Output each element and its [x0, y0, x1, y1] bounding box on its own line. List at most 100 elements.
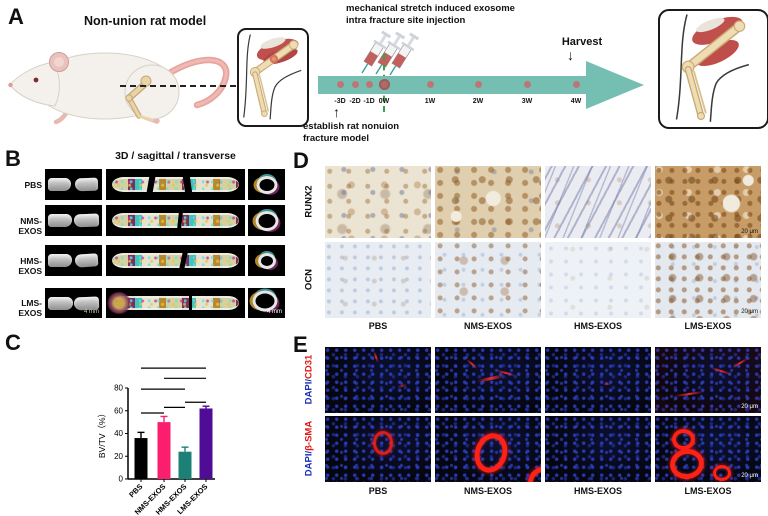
rat-body: [9, 52, 180, 120]
panel-c-label: C: [5, 330, 21, 355]
col-label-lms: LMS-EXOS: [684, 486, 732, 496]
group-label-hms: HMS-EXOS: [18, 256, 42, 276]
row-label-dapi-bsma: DAPI/β-SMA: [304, 416, 315, 482]
timepoint-label: 1W: [424, 98, 436, 105]
col-label-hms: HMS-EXOS: [573, 486, 622, 496]
harvest-label: Harvest: [561, 36, 603, 48]
bone-3d-left: [47, 254, 72, 268]
down-arrow-icon: ↓: [567, 47, 574, 63]
bone-3d-left: [47, 297, 74, 310]
ihc-runx2-nms: [435, 166, 541, 238]
bvtv-bar-chart: 020406080BV/TV（%）PBSNMS-EXOSHMS-EXOSLMS-…: [97, 367, 215, 515]
timepoint-label: -3D: [334, 98, 346, 105]
establish-note-line2: fracture model: [303, 133, 369, 144]
col-label-nms: NMS-EXOS: [463, 321, 512, 331]
injection-note-line2: intra fracture site injection: [346, 15, 466, 26]
timeline-dot: [572, 81, 580, 88]
timeline-dot: [336, 81, 344, 88]
microct-sagittal-image-hms: [106, 245, 245, 276]
syringe-icon: [389, 32, 420, 76]
microct-transverse-image-nms: [248, 205, 285, 236]
timeline-dot: [365, 81, 373, 88]
scale-bar: 20 μm: [741, 309, 758, 315]
tibia-bone: [684, 65, 707, 121]
timeline-dot: [378, 79, 390, 90]
microct-transverse-image-lms: 4 mm: [248, 288, 285, 318]
timepoint-label: -1D: [363, 98, 375, 105]
vessel-ring: [469, 428, 513, 477]
if-bsma-nms: [435, 416, 541, 482]
muscle: [695, 40, 739, 66]
bone-3d-right: [74, 177, 99, 192]
vessel-ring: [667, 446, 707, 482]
timepoint-label: -2D: [349, 98, 361, 105]
fracture-gap: [189, 289, 193, 317]
svg-text:60: 60: [114, 406, 123, 415]
microct-3d-image-pbs: [45, 169, 102, 200]
healed-site-inset: [658, 9, 768, 129]
scale-bar: 4 mm: [84, 309, 99, 315]
svg-text:0: 0: [119, 475, 124, 484]
bone-3d-right: [74, 253, 99, 269]
ihc-ocn-nms: [435, 242, 541, 318]
microct-3d-image-lms: 4 mm: [45, 288, 102, 318]
col-label-pbs: PBS: [368, 321, 388, 331]
bone-3d-right: [73, 213, 99, 228]
vessel-ring: [671, 429, 695, 451]
panel-a-title: Non-union rat model: [84, 14, 207, 28]
bone-sagittal: [111, 253, 240, 268]
svg-text:PBS: PBS: [127, 482, 144, 499]
panel-a-label: A: [8, 4, 24, 29]
timeline-dot: [426, 81, 434, 88]
row-label-runx2: RUNX2: [303, 185, 315, 218]
fracture-site-inset: [237, 28, 309, 127]
vessel-ring: [713, 464, 732, 481]
timepoint-label: 2W: [472, 98, 484, 105]
bone-sagittal: [111, 213, 240, 228]
group-label-pbs: PBS: [24, 180, 42, 190]
vessel-streak: [674, 391, 705, 398]
ihc-ocn-hms: [545, 242, 651, 318]
dapi-label: DAPI/: [303, 450, 315, 477]
timeline-dot: [523, 81, 531, 88]
scale-bar: 20 μm: [741, 473, 758, 479]
svg-text:80: 80: [114, 384, 123, 393]
fractured-leg-illustration: [243, 34, 302, 120]
timepoint-label: 4W: [570, 98, 582, 105]
scale-bar: 4 mm: [267, 309, 282, 315]
ihc-runx2-pbs: [325, 166, 431, 238]
microct-3d-image-hms: [45, 245, 102, 276]
if-bsma-lms: 20 μm: [655, 416, 761, 482]
svg-text:20: 20: [114, 452, 123, 461]
vessel-streak: [465, 358, 478, 370]
col-label-hms: HMS-EXOS: [573, 321, 622, 331]
syringe-icon: [375, 31, 406, 75]
panel-b-label: B: [5, 146, 21, 171]
timeline-dot: [351, 81, 359, 88]
if-bsma-pbs: [325, 416, 431, 482]
muscle: [256, 38, 299, 61]
bone-3d-left: [47, 214, 73, 228]
bone-cross-section: [255, 210, 278, 231]
healed-leg-illustration: [675, 14, 750, 122]
col-label-pbs: PBS: [368, 486, 388, 496]
col-label-lms: LMS-EXOS: [684, 321, 732, 331]
syringe-icon: [361, 30, 392, 74]
microct-sagittal-image-pbs: [106, 169, 245, 200]
tendon: [260, 37, 286, 49]
rat-eye: [33, 77, 39, 83]
bone-sagittal: [111, 295, 240, 311]
svg-text:BV/TV（%）: BV/TV（%）: [97, 409, 107, 458]
if-bsma-hms: [545, 416, 651, 482]
zoom-connector-dashed-line: [120, 85, 236, 87]
row-label-dapi-cd31: DAPI/CD31: [304, 347, 315, 413]
ihc-ocn-pbs: [325, 242, 431, 318]
microct-transverse-image-hms: [248, 245, 285, 276]
bone-cross-section: [252, 290, 278, 312]
vessel-streak: [372, 351, 379, 364]
bone-sagittal: [111, 177, 240, 192]
panel-d-label: D: [293, 148, 309, 173]
scale-bar: 20 μm: [741, 229, 758, 235]
rat-hindlimb-bones: [125, 75, 154, 122]
